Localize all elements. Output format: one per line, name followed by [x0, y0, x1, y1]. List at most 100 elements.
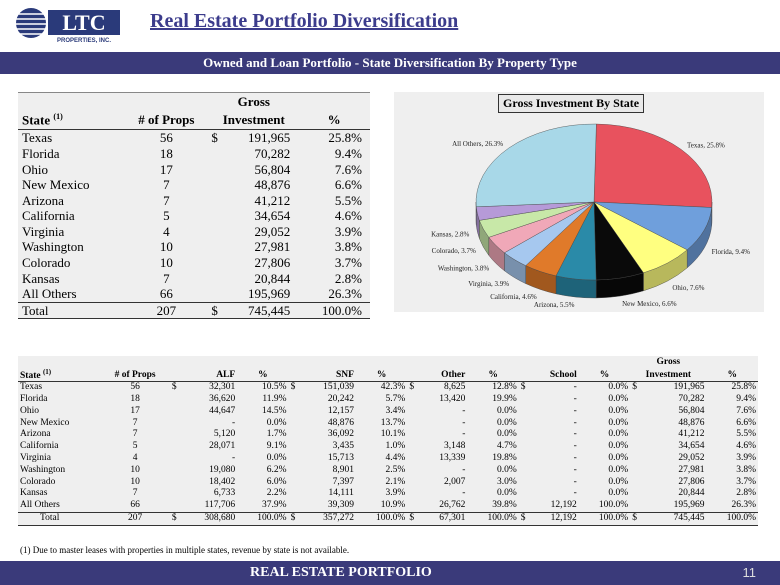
props-cell: 5 — [132, 441, 138, 452]
snf-cell: 151,039 — [323, 382, 354, 393]
state-cell: Virginia — [22, 223, 65, 239]
snf-cell: 15,713 — [327, 452, 354, 463]
pie-slice-label: Kansas, 2.8% — [431, 231, 469, 239]
svg-text:LTC: LTC — [62, 10, 105, 35]
t2-col-other-pct: % — [467, 368, 519, 383]
snf-pct-cell: 10.1% — [380, 429, 406, 440]
table-total-row: Total 207 $745,445 100.0% — [18, 301, 370, 320]
other-dollar — [407, 488, 421, 500]
pie-slice-label: Texas, 25.8% — [687, 141, 725, 149]
table-row: Arizona 7 41,212 5.5% — [18, 193, 370, 209]
state-cell: All Others — [22, 286, 77, 302]
t2-col-props: # of Props — [100, 368, 170, 383]
inv-pct-cell: 26.3% — [731, 500, 756, 511]
alf-cell: 308,680 — [183, 511, 238, 526]
table2-gross-header: Gross — [656, 357, 681, 367]
other-pct-cell: 0.0% — [496, 488, 517, 499]
page-title: Real Estate Portfolio Diversification — [150, 10, 459, 32]
alf-dollar — [170, 418, 184, 430]
props-cell: 7 — [163, 177, 170, 193]
state-cell: Florida — [22, 145, 60, 161]
table-group-header: Gross — [18, 93, 370, 111]
school-dollar: $ — [518, 511, 533, 526]
pie-slice-label: Florida, 9.4% — [712, 248, 750, 256]
inv-pct-cell: 3.9% — [736, 452, 756, 463]
school-pct-cell: 0.0% — [608, 417, 629, 428]
other-pct-cell: 4.7% — [496, 441, 517, 452]
alf-cell: 6,733 — [213, 488, 236, 499]
snf-dollar — [289, 418, 303, 430]
inv-pct-cell: 2.8% — [736, 488, 756, 499]
school-cell: - — [573, 429, 577, 440]
investment-cell: 70,282 — [254, 145, 291, 161]
inv-cell: 70,282 — [678, 393, 705, 404]
pie-slice-label: Ohio, 7.6% — [672, 284, 704, 292]
snf-pct-cell: 2.5% — [385, 464, 406, 475]
property-type-table: Gross State (1) # of Props ALF % SNF % O… — [18, 356, 758, 526]
school-dollar — [519, 418, 533, 430]
inv-pct-cell: 5.5% — [736, 429, 756, 440]
school-pct-cell: 0.0% — [608, 429, 629, 440]
investment-cell: 48,876 — [254, 177, 291, 193]
other-cell: 13,339 — [439, 452, 466, 463]
dollar-sign — [209, 177, 223, 193]
state-cell: Colorado — [20, 476, 56, 487]
school-pct-cell: 0.0% — [608, 488, 629, 499]
alf-dollar — [170, 500, 184, 512]
alf-cell: 19,080 — [209, 464, 236, 475]
other-dollar — [407, 465, 421, 477]
other-dollar — [407, 429, 421, 441]
state-cell: Total — [18, 301, 124, 320]
snf-cell: 12,157 — [327, 405, 354, 416]
snf-dollar — [289, 453, 303, 465]
school-dollar: $ — [520, 382, 526, 393]
table2-row: All Others 66 117,706 37.9% 39,309 10.9% 26,76… — [18, 500, 758, 512]
other-pct-cell: 19.9% — [492, 393, 517, 404]
snf-cell: 39,309 — [327, 500, 354, 511]
props-cell: 7 — [132, 417, 138, 428]
inv-dollar — [630, 429, 645, 441]
t2-col-state: State (1) — [18, 368, 101, 383]
props-cell: 66 — [159, 286, 173, 302]
table2-header: State (1) # of Props ALF % SNF % Other %… — [18, 368, 758, 383]
t2-col-alf-pct: % — [237, 368, 289, 383]
alf-dollar — [170, 406, 184, 418]
pie-slice — [593, 123, 713, 208]
inv-dollar: $ — [630, 511, 646, 526]
props-cell: 66 — [130, 500, 140, 511]
investment-cell: 27,806 — [254, 255, 291, 271]
school-pct-cell: 0.0% — [608, 476, 629, 487]
table2-row: Virginia 4 - 0.0% 15,713 4.4% 13,339 19.8% - 0.0%… — [18, 453, 758, 465]
props-cell: 7 — [163, 270, 170, 286]
alf-pct-cell: 11.9% — [262, 393, 287, 404]
snf-pct-cell: 5.7% — [385, 393, 406, 404]
alf-pct-cell: 9.1% — [266, 441, 287, 452]
snf-dollar — [289, 406, 303, 418]
state-cell: Kansas — [22, 270, 60, 286]
pie-slice-label: Virginia, 3.9% — [468, 280, 509, 288]
logo-globe — [16, 8, 46, 38]
state-cell: All Others — [20, 500, 60, 511]
table-row: Washington 10 27,981 3.8% — [18, 239, 370, 255]
other-dollar: $ — [407, 511, 421, 526]
investment-cell: 41,212 — [254, 192, 291, 208]
inv-dollar — [630, 394, 645, 406]
alf-cell: 18,402 — [209, 476, 236, 487]
snf-cell: 7,397 — [332, 476, 354, 487]
inv-dollar — [630, 418, 645, 430]
props-cell: 7 — [132, 429, 138, 440]
state-cell: California — [20, 441, 59, 452]
t2-col-snf: SNF — [288, 368, 356, 383]
props-cell: 56 — [130, 382, 140, 393]
snf-pct-cell: 4.4% — [385, 452, 406, 463]
dollar-sign — [209, 224, 223, 240]
other-dollar — [407, 406, 421, 418]
dollar-sign — [209, 208, 223, 224]
state-cell: Florida — [20, 393, 48, 404]
school-pct-cell: 100.0% — [578, 511, 631, 526]
state-cell: Arizona — [20, 429, 51, 440]
snf-dollar — [289, 477, 303, 489]
dollar-sign: $ — [211, 130, 218, 146]
props-cell: 10 — [159, 239, 173, 255]
table2-row: Ohio 17 44,647 14.5% 12,157 3.4% - 0.0% - 0.0% 56,… — [18, 406, 758, 418]
